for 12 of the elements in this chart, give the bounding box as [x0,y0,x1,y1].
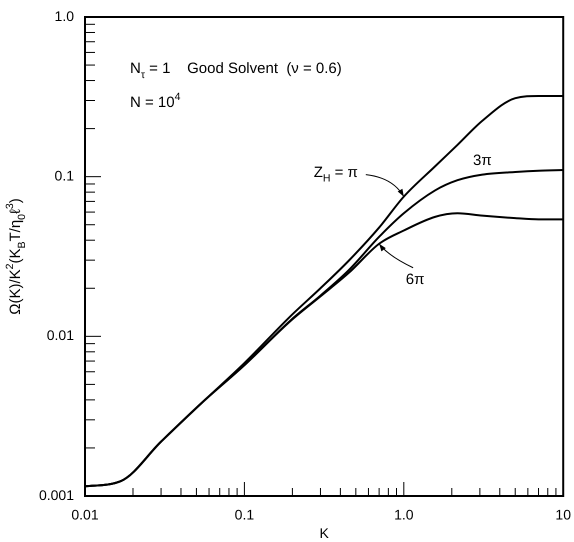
y-tick-label: 1.0 [54,8,74,24]
x-tick-label: 0.01 [71,506,99,522]
y-tick-label: 0.01 [46,327,74,344]
x-tick-label: 10 [555,506,572,522]
x-tick-label: 0.1 [234,506,254,522]
y-tick-label: 0.1 [54,168,74,184]
y-tick-label: 0.001 [38,486,74,503]
text: Ω(K)/K2(KBT/η0ℓ3) [4,198,28,315]
legend-label: 6π [406,270,424,288]
series-label: 3π [473,152,492,169]
x-axis-title: K [319,524,330,541]
x-tick-label: 1.0 [394,506,414,522]
